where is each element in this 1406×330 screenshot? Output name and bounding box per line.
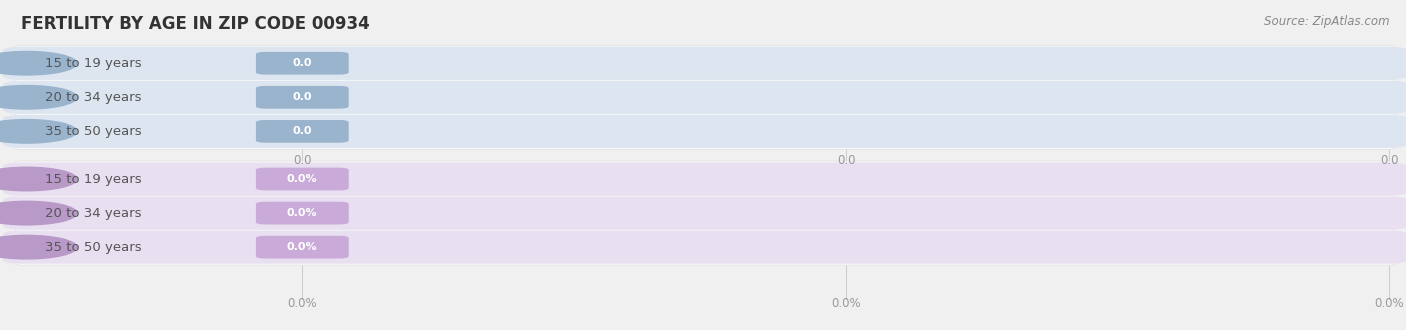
Text: 20 to 34 years: 20 to 34 years [45,91,142,104]
FancyBboxPatch shape [15,79,1395,115]
FancyBboxPatch shape [256,168,349,190]
FancyBboxPatch shape [15,229,1395,265]
FancyBboxPatch shape [256,202,349,224]
FancyBboxPatch shape [3,197,1406,230]
Text: FERTILITY BY AGE IN ZIP CODE 00934: FERTILITY BY AGE IN ZIP CODE 00934 [21,15,370,33]
FancyBboxPatch shape [3,47,1406,80]
FancyBboxPatch shape [15,45,1395,81]
Text: 0.0: 0.0 [1379,154,1399,167]
Text: 15 to 19 years: 15 to 19 years [45,173,142,185]
FancyBboxPatch shape [3,115,1406,148]
Text: 0.0%: 0.0% [831,297,862,310]
Text: 20 to 34 years: 20 to 34 years [45,207,142,219]
FancyBboxPatch shape [15,161,1395,197]
FancyBboxPatch shape [256,52,349,75]
FancyBboxPatch shape [3,162,1406,196]
Text: 0.0: 0.0 [837,154,856,167]
Circle shape [0,119,77,143]
FancyBboxPatch shape [256,120,349,143]
Circle shape [0,201,77,225]
Circle shape [0,51,77,75]
Text: 0.0: 0.0 [292,92,312,102]
FancyBboxPatch shape [256,236,349,258]
Text: 0.0: 0.0 [292,126,312,136]
Text: 0.0%: 0.0% [287,174,318,184]
FancyBboxPatch shape [256,86,349,109]
Text: 35 to 50 years: 35 to 50 years [45,125,142,138]
Text: 0.0%: 0.0% [287,208,318,218]
FancyBboxPatch shape [15,113,1395,149]
Text: 0.0%: 0.0% [1374,297,1405,310]
Text: Source: ZipAtlas.com: Source: ZipAtlas.com [1264,15,1389,28]
Circle shape [0,167,77,191]
FancyBboxPatch shape [3,231,1406,264]
Text: 0.0%: 0.0% [287,297,318,310]
Text: 0.0%: 0.0% [287,242,318,252]
FancyBboxPatch shape [15,195,1395,231]
Circle shape [0,85,77,109]
FancyBboxPatch shape [3,81,1406,114]
Text: 0.0: 0.0 [292,154,312,167]
Text: 15 to 19 years: 15 to 19 years [45,57,142,70]
Text: 0.0: 0.0 [292,58,312,68]
Text: 35 to 50 years: 35 to 50 years [45,241,142,254]
Circle shape [0,235,77,259]
